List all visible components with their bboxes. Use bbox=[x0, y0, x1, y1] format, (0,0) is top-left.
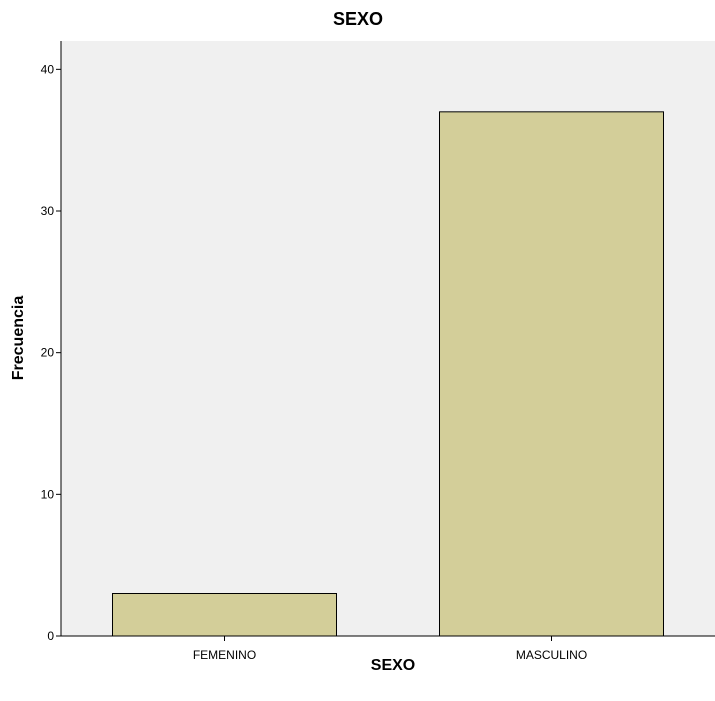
y-ticks-group: 0 10 20 30 40 bbox=[41, 62, 61, 643]
y-tick-label: 10 bbox=[41, 487, 55, 501]
y-axis-label: Frecuencia bbox=[10, 296, 27, 381]
y-tick-label: 0 bbox=[47, 629, 54, 643]
x-tick-label: FEMENINO bbox=[193, 648, 256, 662]
bar-masculino bbox=[439, 111, 664, 637]
y-tick-label: 20 bbox=[41, 346, 55, 360]
bars-group bbox=[112, 111, 664, 637]
x-tick-label: MASCULINO bbox=[516, 648, 587, 662]
x-axis-label: SEXO bbox=[371, 657, 415, 674]
y-tick-label: 40 bbox=[41, 62, 55, 76]
bar-femenino bbox=[112, 593, 337, 637]
y-tick-label: 30 bbox=[41, 204, 55, 218]
x-ticks-group: FEMENINO MASCULINO bbox=[193, 636, 587, 662]
chart-title: SEXO bbox=[333, 9, 383, 29]
